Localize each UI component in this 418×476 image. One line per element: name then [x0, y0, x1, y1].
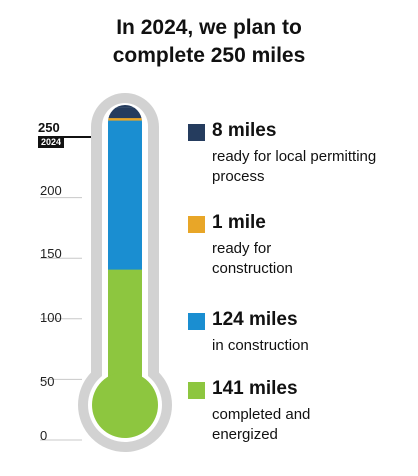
- goal-label: 250: [38, 120, 60, 135]
- legend-swatch: [188, 382, 205, 399]
- legend-value: 1 mile: [212, 212, 266, 233]
- fluid-bulb: [92, 372, 158, 438]
- legend-value: 141 miles: [212, 378, 298, 399]
- title-line-2: complete 250 miles: [112, 44, 306, 67]
- legend-value: 124 miles: [212, 309, 298, 330]
- tick-label-50: 50: [40, 374, 55, 389]
- legend-swatch: [188, 216, 205, 233]
- tick-label-150: 150: [40, 246, 62, 261]
- fluid-column: [108, 105, 142, 415]
- legend-desc: in construction: [212, 337, 309, 354]
- chart-title: In 2024, we plan to complete 250 miles: [0, 14, 418, 70]
- tick-label-200: 200: [40, 183, 62, 198]
- segment-permitting: [108, 107, 142, 119]
- segment-ready-construction: [108, 117, 142, 121]
- legend-desc: ready for construction: [212, 240, 293, 277]
- legend-value: 8 miles: [212, 120, 277, 141]
- title-line-1: In 2024, we plan to: [116, 16, 302, 39]
- goal-year: 2024: [38, 136, 65, 148]
- segment-in-construction: [108, 118, 142, 270]
- legend-swatch: [188, 313, 205, 330]
- legend-desc: ready for local permitting process: [212, 148, 377, 185]
- legend-desc: completed and energized: [212, 406, 311, 443]
- tick-label-100: 100: [40, 310, 62, 325]
- tick-label-0: 0: [40, 428, 48, 443]
- legend-swatch: [188, 124, 205, 141]
- segment-permitting-cap: [108, 105, 142, 108]
